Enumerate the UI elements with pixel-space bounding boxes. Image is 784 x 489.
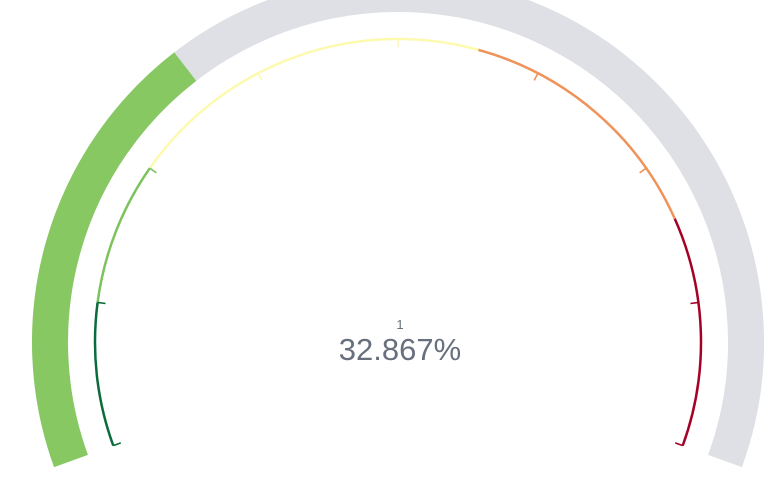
- gauge-band-arc-0: [93, 302, 115, 447]
- gauge-tick-8: [674, 442, 684, 447]
- gauge-tick-2: [149, 167, 157, 174]
- gauge-band-arc-3: [478, 48, 676, 220]
- gauge-label: 1: [396, 317, 403, 332]
- gauge-band-arc-1: [96, 167, 151, 303]
- gauge-value-fill-arc: [32, 52, 197, 468]
- gauge-tick-3: [257, 72, 263, 81]
- gauge-band-arc-4: [673, 218, 703, 447]
- gauge-value-text: 32.867%: [339, 332, 461, 367]
- gauge-band-arc-2: [148, 37, 479, 169]
- gauge-tick-1: [97, 301, 106, 305]
- gauge-tick-6: [639, 167, 647, 174]
- gauge-tick-0: [112, 442, 122, 447]
- gauge-fill-layer: [32, 52, 197, 468]
- gauge-tick-7: [690, 301, 699, 305]
- gauge-band-layer: [93, 37, 703, 447]
- gauge-tick-5: [533, 72, 539, 81]
- gauge-tick-layer: [97, 39, 699, 447]
